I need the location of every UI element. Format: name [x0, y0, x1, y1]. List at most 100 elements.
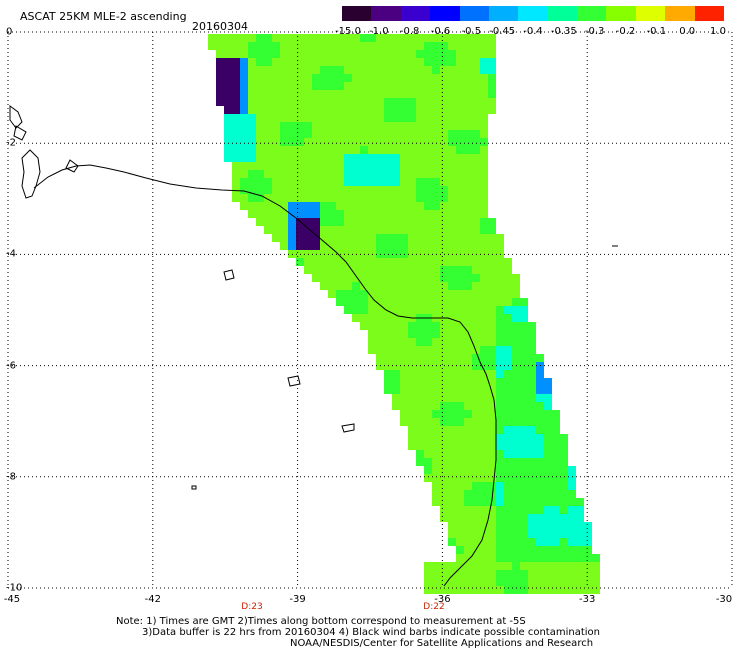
swath-cell [424, 178, 432, 186]
swath-cell [528, 522, 536, 530]
swath-cell [312, 98, 320, 106]
swath-cell [432, 578, 440, 586]
swath-cell [280, 210, 288, 218]
swath-cell [520, 514, 528, 522]
swath-cell [320, 266, 328, 274]
swath-cell [472, 554, 480, 562]
swath-cell [560, 474, 568, 482]
swath-cell [512, 290, 520, 298]
swath-cell [584, 562, 592, 570]
swath-cell [328, 58, 336, 66]
swath-cell [512, 338, 520, 346]
swath-cell [552, 410, 560, 418]
swath-cell [472, 522, 480, 530]
swath-cell [448, 522, 456, 530]
swath-cell [512, 546, 520, 554]
swath-cell [288, 106, 296, 114]
swath-cell [384, 378, 392, 386]
lat-label: -4 [6, 248, 16, 260]
swath-cell [488, 258, 496, 266]
swath-cell [448, 194, 456, 202]
swath-cell [456, 122, 464, 130]
swath-cell [352, 290, 360, 298]
swath-cell [272, 90, 280, 98]
swath-cell [552, 586, 560, 594]
swath-cell [480, 194, 488, 202]
swath-cell [256, 50, 264, 58]
swath-cell [552, 538, 560, 546]
swath-cell [496, 490, 504, 498]
swath-cell [240, 114, 248, 122]
swath-cell [432, 34, 440, 42]
note-line-2: 3)Data buffer is 22 hrs from 20160304 4)… [142, 627, 600, 638]
swath-cell [448, 450, 456, 458]
swath-cell [320, 74, 328, 82]
swath-cell [360, 186, 368, 194]
swath-cell [552, 522, 560, 530]
swath-cell [368, 90, 376, 98]
swath-cell [312, 154, 320, 162]
swath-cell [248, 186, 256, 194]
swath-cell [376, 210, 384, 218]
swath-cell [440, 82, 448, 90]
swath-cell [288, 98, 296, 106]
swath-cell [272, 42, 280, 50]
swath-cell [512, 370, 520, 378]
swath-cell [256, 98, 264, 106]
swath-cell [464, 226, 472, 234]
swath-cell [472, 506, 480, 514]
swath-cell [456, 402, 464, 410]
swath-cell [512, 418, 520, 426]
swath-cell [512, 386, 520, 394]
swath-cell [368, 314, 376, 322]
swath-cell [256, 74, 264, 82]
swath-cell [288, 154, 296, 162]
swath-cell [328, 162, 336, 170]
swath-cell [536, 522, 544, 530]
swath-cell [440, 370, 448, 378]
swath-cell [472, 466, 480, 474]
swath-cell [272, 122, 280, 130]
swath-cell [384, 50, 392, 58]
swath-cell [528, 354, 536, 362]
swath-cell [408, 82, 416, 90]
swath-cell [208, 34, 216, 42]
swath-cell [456, 210, 464, 218]
swath-cell [448, 138, 456, 146]
swath-cell [440, 482, 448, 490]
colorbar-segment [430, 6, 461, 21]
swath-cell [456, 170, 464, 178]
swath-cell [520, 474, 528, 482]
swath-cell [520, 370, 528, 378]
swath-cell [464, 434, 472, 442]
swath-cell [520, 506, 528, 514]
swath-cell [416, 442, 424, 450]
swath-cell [296, 210, 304, 218]
swath-cell [272, 226, 280, 234]
swath-cell [576, 522, 584, 530]
swath-cell [352, 226, 360, 234]
swath-cell [272, 170, 280, 178]
swath-cell [584, 586, 592, 594]
swath-cell [432, 434, 440, 442]
swath-cell [416, 218, 424, 226]
swath-cell [552, 490, 560, 498]
swath-cell [472, 386, 480, 394]
swath-cell [488, 482, 496, 490]
swath-cell [424, 586, 432, 594]
swath-cell [520, 570, 528, 578]
swath-cell [464, 210, 472, 218]
swath-cell [472, 266, 480, 274]
swath-cell [328, 50, 336, 58]
swath-cell [304, 162, 312, 170]
swath-cell [424, 426, 432, 434]
swath-cell [240, 162, 248, 170]
swath-cell [384, 98, 392, 106]
swath-cell [360, 170, 368, 178]
swath-cell [544, 386, 552, 394]
swath-cell [488, 322, 496, 330]
swath-cell [520, 402, 528, 410]
swath-cell [480, 266, 488, 274]
lat-label: 0 [6, 26, 13, 38]
swath-cell [288, 34, 296, 42]
